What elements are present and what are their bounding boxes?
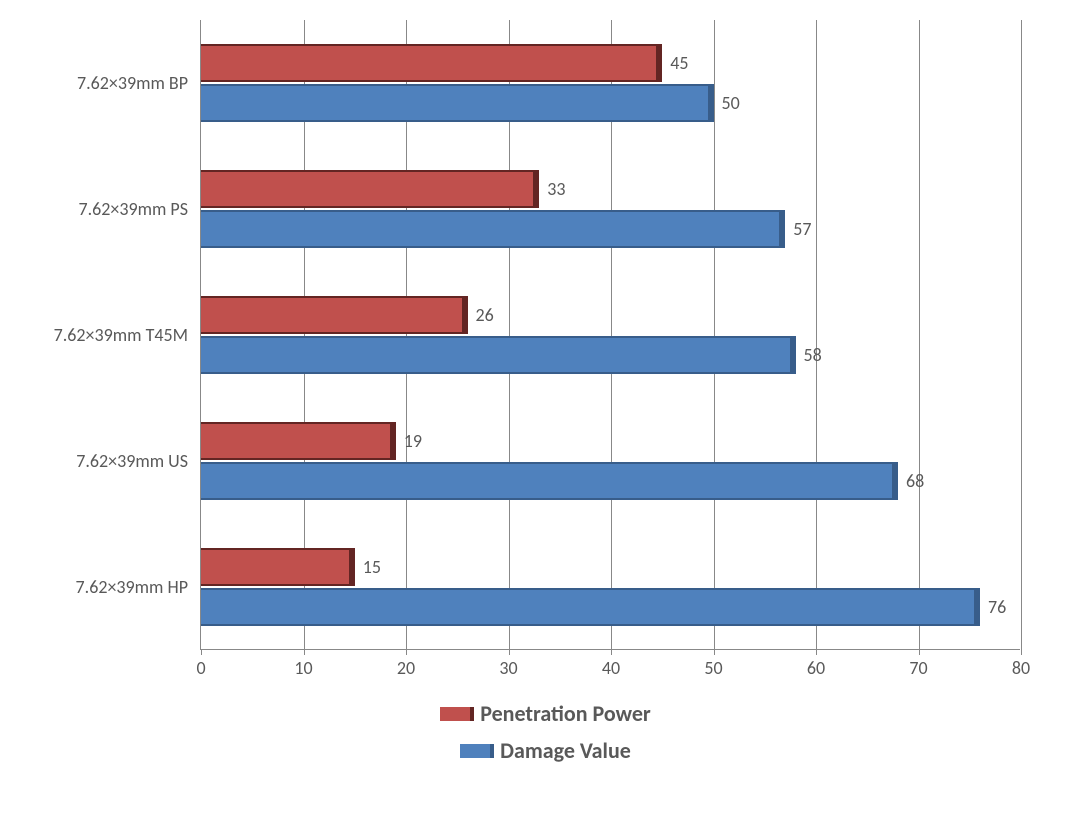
plot-area: 0102030405060708045503357265819681576 xyxy=(200,20,1020,650)
legend-swatch xyxy=(440,707,474,721)
x-tick xyxy=(201,649,202,655)
x-tick xyxy=(714,649,715,655)
value-label: 19 xyxy=(404,430,422,452)
x-tick xyxy=(509,649,510,655)
category-label: 7.62×39mm HP xyxy=(76,576,188,598)
value-label: 33 xyxy=(547,178,565,200)
category-label: 7.62×39mm PS xyxy=(78,198,188,220)
bar-penetration xyxy=(201,44,662,82)
legend-item: Penetration Power xyxy=(0,700,1091,727)
bar-damage xyxy=(201,588,980,626)
value-label: 50 xyxy=(722,92,740,114)
x-tick-label: 30 xyxy=(499,657,517,679)
value-label: 15 xyxy=(363,556,381,578)
x-tick xyxy=(919,649,920,655)
bar-damage xyxy=(201,336,796,374)
x-tick-label: 70 xyxy=(909,657,927,679)
bar-penetration xyxy=(201,170,539,208)
value-label: 68 xyxy=(906,470,924,492)
bar-damage xyxy=(201,84,714,122)
bar-damage xyxy=(201,462,898,500)
value-label: 76 xyxy=(988,596,1006,618)
gridline xyxy=(714,20,715,649)
x-tick xyxy=(406,649,407,655)
x-tick-label: 20 xyxy=(397,657,415,679)
gridline xyxy=(816,20,817,649)
ammo-chart: 0 10 20 30 40 50 60 70 80 45 50 33 57 26 58 19 68 15 76 Pe… xyxy=(0,0,1091,813)
x-tick-label: 0 xyxy=(196,657,205,679)
gridline xyxy=(1021,20,1022,649)
x-tick-label: 80 xyxy=(1012,657,1030,679)
bar-penetration xyxy=(201,548,355,586)
x-tick xyxy=(1021,649,1022,655)
x-tick xyxy=(304,649,305,655)
legend-label: Damage Value xyxy=(500,737,631,764)
legend-item: Damage Value xyxy=(0,737,1091,764)
value-label: 26 xyxy=(476,304,494,326)
x-tick xyxy=(611,649,612,655)
x-tick-label: 40 xyxy=(602,657,620,679)
legend-swatch xyxy=(460,744,494,758)
x-tick xyxy=(816,649,817,655)
category-label: 7.62×39mm BP xyxy=(77,72,188,94)
bar-penetration xyxy=(201,296,468,334)
value-label: 57 xyxy=(793,218,811,240)
bar-damage xyxy=(201,210,785,248)
x-tick-label: 50 xyxy=(704,657,722,679)
bar-penetration xyxy=(201,422,396,460)
value-label: 58 xyxy=(804,344,822,366)
gridline xyxy=(919,20,920,649)
value-label: 45 xyxy=(670,52,688,74)
category-label: 7.62×39mm T45M xyxy=(54,324,188,346)
x-tick-label: 10 xyxy=(294,657,312,679)
category-label: 7.62×39mm US xyxy=(76,450,188,472)
x-tick-label: 60 xyxy=(807,657,825,679)
legend: Penetration Power Damage Value xyxy=(0,690,1091,774)
legend-label: Penetration Power xyxy=(480,700,651,727)
